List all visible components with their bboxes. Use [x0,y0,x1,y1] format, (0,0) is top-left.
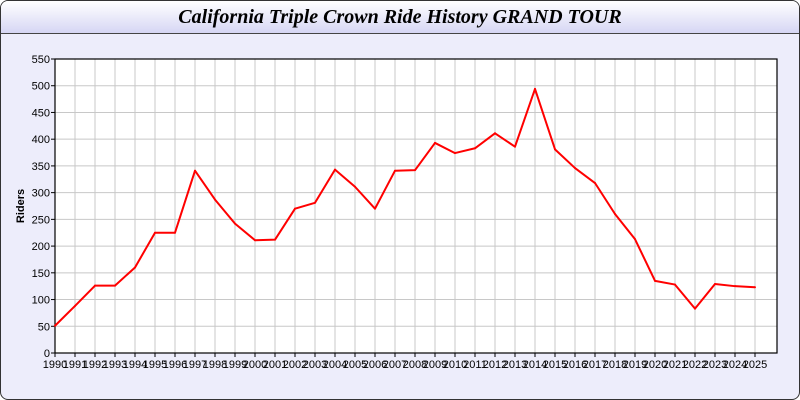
x-tick-label: 2021 [663,359,687,371]
y-tick-label: 300 [32,188,50,200]
x-tick-label: 2001 [263,359,287,371]
data-point [514,145,516,148]
x-tick-label: 2019 [623,359,647,371]
data-point [674,283,676,286]
x-tick-label: 1995 [143,359,167,371]
x-tick-label: 2007 [383,359,407,371]
y-tick-label: 50 [38,321,50,333]
data-point [114,284,116,287]
data-point [174,231,176,234]
data-point [554,148,556,151]
plot-area [55,59,777,353]
y-tick-label: 500 [32,81,50,93]
data-point [314,201,316,204]
data-point [534,87,536,90]
x-tick-label: 2011 [463,359,487,371]
data-point [354,185,356,188]
chart-title: California Triple Crown Ride History GRA… [178,6,622,28]
x-tick-label: 1999 [223,359,247,371]
y-tick-label: 0 [44,348,50,360]
x-tick-label: 1997 [183,359,207,371]
y-tick-label: 150 [32,268,50,280]
x-tick-label: 2025 [743,359,767,371]
data-point [694,307,696,310]
data-point [374,207,376,210]
data-point [714,283,716,286]
x-tick-label: 2013 [503,359,527,371]
x-tick-label: 2016 [563,359,587,371]
x-tick-label: 2022 [683,359,707,371]
x-tick-label: 2018 [603,359,627,371]
x-tick-label: 1991 [63,359,87,371]
x-tick-label: 1990 [43,359,67,371]
plot-border [54,58,778,354]
data-point [614,213,616,216]
data-point [94,284,96,287]
data-point [474,147,476,150]
series-line [54,87,756,327]
y-tick-label: 550 [32,54,50,66]
y-tick-label: 200 [32,241,50,253]
y-tick-label: 450 [32,107,50,119]
data-point [254,239,256,242]
x-tick-label: 1996 [163,359,187,371]
x-tick-label: 2005 [343,359,367,371]
x-tick-label: 2000 [243,359,267,371]
x-tick-label: 1993 [103,359,127,371]
x-tick-label: 2020 [643,359,667,371]
x-tick-label: 1992 [83,359,107,371]
data-point [434,141,436,144]
title-bar: California Triple Crown Ride History GRA… [1,1,799,34]
data-point [154,231,156,234]
y-tick-label: 350 [32,161,50,173]
data-point [634,238,636,241]
data-point [214,198,216,201]
x-tick-label: 2014 [523,359,547,371]
x-tick-label: 2023 [703,359,727,371]
x-tick-label: 2012 [483,359,507,371]
x-tick-label: 2008 [403,359,427,371]
x-tick-label: 2015 [543,359,567,371]
x-tick-label: 1998 [203,359,227,371]
y-tick-label: 100 [32,295,50,307]
data-point [594,182,596,185]
y-axis-label: Riders [15,189,27,223]
x-tick-label: 2009 [423,359,447,371]
data-point [494,132,496,135]
data-point [654,279,656,282]
data-point [74,304,76,307]
data-point [54,324,56,327]
y-tick-label: 400 [32,134,50,146]
data-point [194,169,196,172]
data-point [334,168,336,171]
x-tick-label: 2010 [443,359,467,371]
data-point [394,169,396,172]
data-point [574,167,576,170]
x-tick-label: 2002 [283,359,307,371]
data-point [274,238,276,241]
data-point [734,285,736,288]
data-point [134,266,136,269]
x-tick-label: 2006 [363,359,387,371]
data-point [754,286,756,289]
data-point [294,207,296,210]
x-tick-label: 2024 [723,359,747,371]
x-tick-label: 2017 [583,359,607,371]
data-point [414,169,416,172]
data-point [454,152,456,155]
x-tick-label: 2004 [323,359,347,371]
y-tick-label: 250 [32,214,50,226]
x-tick-label: 2003 [303,359,327,371]
x-tick-label: 1994 [123,359,147,371]
data-point [234,222,236,225]
